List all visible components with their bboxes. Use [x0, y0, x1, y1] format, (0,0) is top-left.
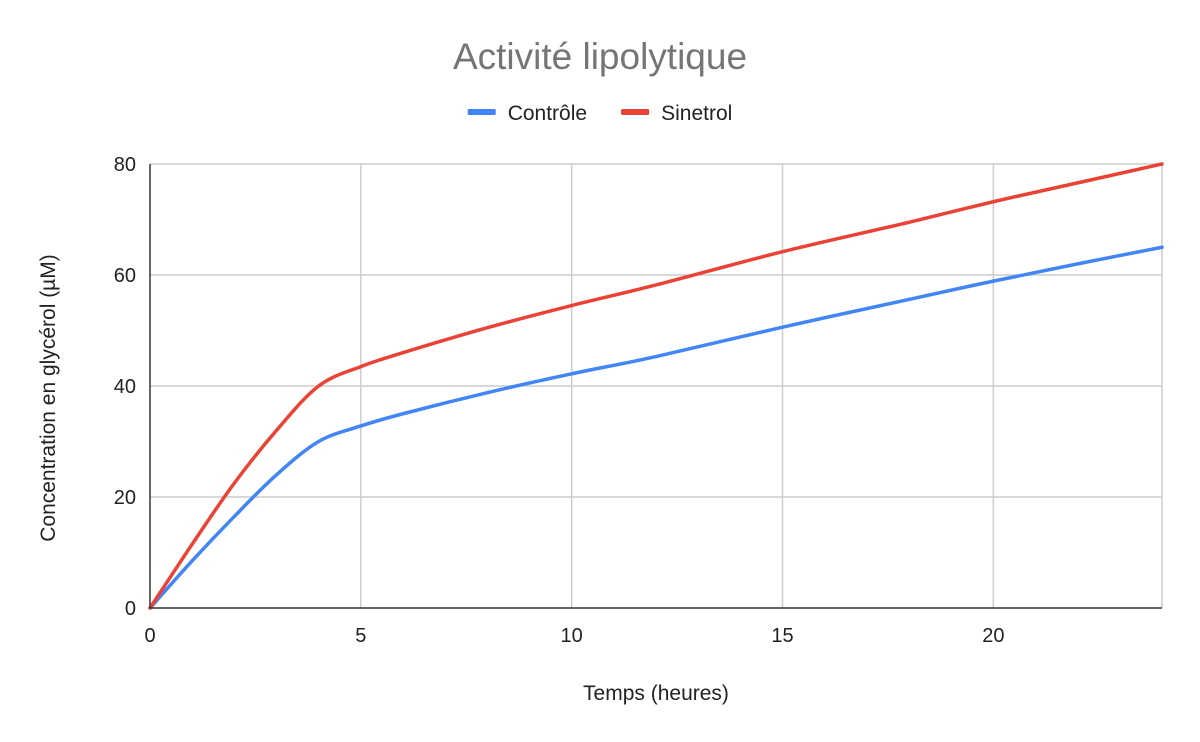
legend: Contrôle Sinetrol [467, 102, 732, 125]
x-tick-label: 20 [982, 625, 1004, 647]
x-axis-ticks: 0 5 10 15 20 [144, 625, 1004, 647]
x-tick-label: 10 [561, 625, 583, 647]
y-tick-label: 60 [114, 265, 136, 287]
x-tick-label: 0 [144, 625, 155, 647]
legend-item: Sinetrol [621, 102, 732, 125]
x-tick-label: 15 [771, 625, 793, 647]
legend-swatch [621, 109, 650, 115]
legend-label: Contrôle [508, 102, 587, 125]
axes [149, 164, 1162, 609]
series-layer [148, 162, 1164, 610]
grid-lines [150, 163, 1163, 608]
x-tick-label: 5 [355, 625, 366, 647]
x-axis-title: Temps (heures) [583, 682, 729, 705]
y-tick-label: 80 [114, 154, 136, 176]
series-line-controle [148, 245, 1164, 610]
legend-label: Sinetrol [661, 102, 732, 125]
y-axis-ticks: 0 20 40 60 80 [114, 154, 136, 620]
legend-item: Contrôle [467, 102, 587, 125]
y-tick-label: 20 [114, 487, 136, 509]
chart-title: Activité lipolytique [453, 36, 747, 77]
y-axis-title: Concentration en glycérol (µM) [37, 254, 60, 542]
y-tick-label: 40 [114, 376, 136, 398]
legend-swatch [467, 109, 496, 115]
y-tick-label: 0 [125, 598, 136, 620]
series-line-sinetrol [148, 162, 1164, 610]
